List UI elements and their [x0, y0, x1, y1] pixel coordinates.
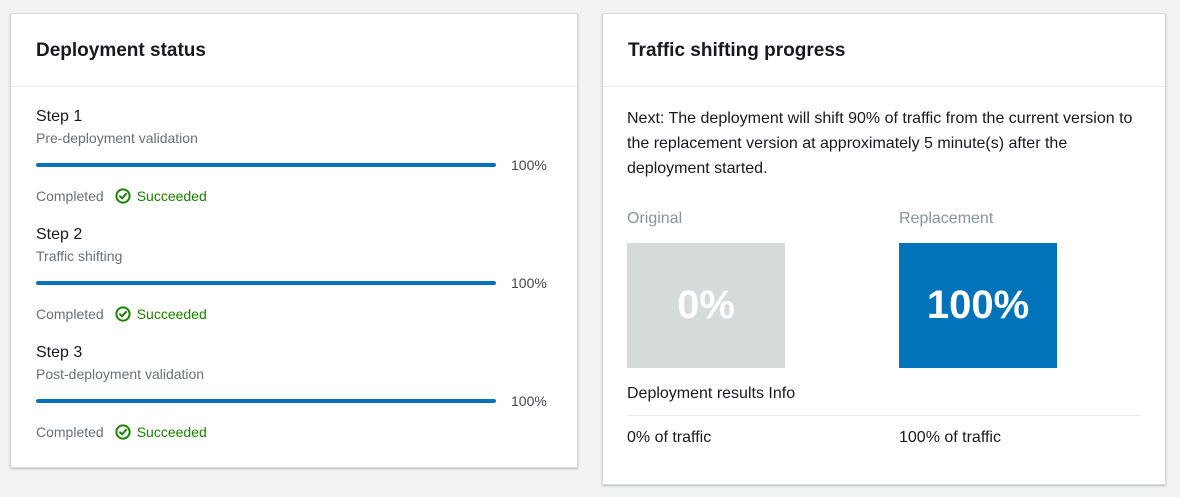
replacement-box-cell: 100% [899, 243, 1141, 368]
traffic-shifting-body: Next: The deployment will shift 90% of t… [603, 87, 1165, 484]
step-status-label: Completed [36, 424, 104, 440]
step-result-label: Succeeded [136, 306, 207, 322]
step-name: Step 2 [36, 226, 83, 243]
step-result-label: Succeeded [136, 424, 207, 440]
deployment-results-label: Deployment results [627, 385, 764, 402]
traffic-shifting-card: Traffic shifting progress Next: The depl… [602, 13, 1166, 485]
step-status-row: Completed Succeeded [36, 422, 552, 442]
traffic-values-row: 0% of traffic 100% of traffic [627, 428, 1141, 448]
progress-percent-label: 100% [511, 275, 547, 291]
step-result-label: Succeeded [136, 188, 207, 204]
deployment-status-body: Step 1 Pre-deployment validation 100% Co… [11, 87, 577, 467]
next-shift-message: Next: The deployment will shift 90% of t… [627, 110, 1133, 177]
step-1: Step 1 Pre-deployment validation 100% Co… [36, 106, 552, 206]
progress-bar-track [36, 399, 496, 403]
replacement-version-label: Replacement [899, 210, 994, 227]
step-status-label: Completed [36, 306, 104, 322]
traffic-shifting-header: Traffic shifting progress [603, 14, 1165, 87]
check-circle-icon [115, 188, 131, 204]
progress-bar-fill [36, 163, 496, 167]
progress-bar-track [36, 281, 496, 285]
original-traffic-box: 0% [627, 243, 785, 368]
original-version-label: Original [627, 210, 683, 227]
progress-bar-fill [36, 281, 496, 285]
step-description: Post-deployment validation [36, 366, 205, 382]
step-status-row: Completed Succeeded [36, 304, 552, 324]
step-status-row: Completed Succeeded [36, 186, 552, 206]
original-traffic-value: 0% of traffic [627, 429, 712, 446]
deployment-results-row: Deployment results Info [627, 384, 1141, 404]
progress-bar-fill [36, 399, 496, 403]
traffic-boxes-row: 0% 100% [627, 243, 1141, 368]
version-labels-row: Original Replacement [627, 210, 1141, 243]
traffic-shifting-title: Traffic shifting progress [628, 40, 846, 61]
step-status-label: Completed [36, 188, 104, 204]
step-2: Step 2 Traffic shifting 100% Completed [36, 224, 552, 324]
progress-bar-row: 100% [36, 393, 552, 409]
progress-bar-row: 100% [36, 157, 552, 173]
original-box-cell: 0% [627, 243, 899, 368]
info-link[interactable]: Info [768, 385, 796, 402]
replacement-traffic-box: 100% [899, 243, 1057, 368]
deployment-status-card: Deployment status Step 1 Pre-deployment … [10, 13, 578, 468]
step-name: Step 1 [36, 108, 83, 125]
check-circle-icon [115, 306, 131, 322]
replacement-traffic-value: 100% of traffic [899, 429, 1001, 446]
deployment-status-title: Deployment status [36, 40, 206, 61]
results-divider [627, 415, 1141, 416]
check-circle-icon [115, 424, 131, 440]
step-description: Traffic shifting [36, 248, 123, 264]
progress-percent-label: 100% [511, 393, 547, 409]
step-3: Step 3 Post-deployment validation 100% C… [36, 342, 552, 442]
page: Deployment status Step 1 Pre-deployment … [10, 13, 1166, 485]
deployment-status-header: Deployment status [11, 14, 577, 87]
progress-bar-row: 100% [36, 275, 552, 291]
progress-percent-label: 100% [511, 157, 547, 173]
step-description: Pre-deployment validation [36, 130, 198, 146]
progress-bar-track [36, 163, 496, 167]
step-name: Step 3 [36, 344, 83, 361]
